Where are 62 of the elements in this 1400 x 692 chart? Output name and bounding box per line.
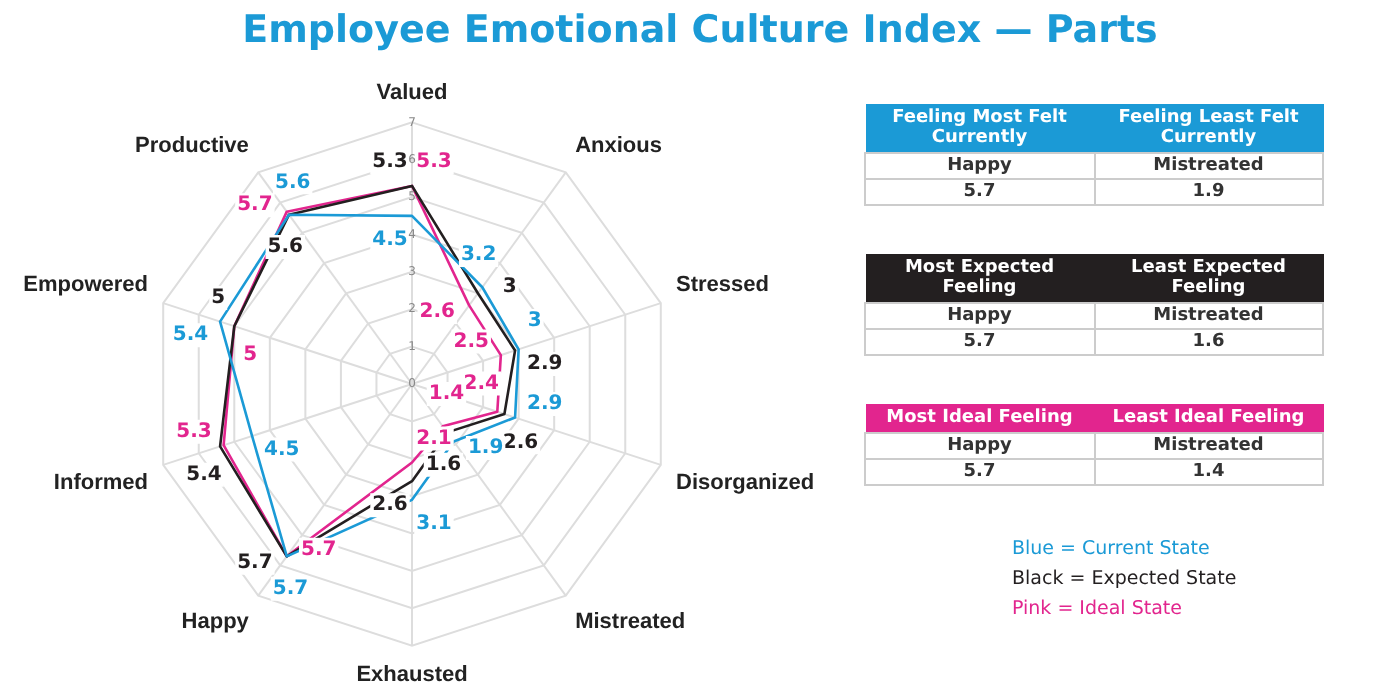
- text: Feeling Most Felt Currently: [865, 104, 1094, 153]
- data-label: 5.7: [300, 539, 337, 562]
- text: 1.9: [1094, 179, 1323, 205]
- data-label: 3.2: [460, 244, 497, 267]
- chart-title: Employee Emotional Culture Index — Parts: [240, 8, 1160, 52]
- text: Happy: [865, 153, 1094, 179]
- spoke-label: Informed: [53, 471, 148, 496]
- spoke-label: Happy: [181, 609, 251, 634]
- spoke-label: Exhausted: [356, 662, 468, 687]
- spoke-label: Valued: [376, 81, 448, 106]
- text: Most Ideal Feeling: [865, 404, 1094, 433]
- text: Black = Expected State: [1012, 566, 1239, 594]
- spoke-label: Disorganized: [676, 471, 815, 496]
- text: Mistreated: [1094, 433, 1323, 459]
- data-label: 2.1: [416, 427, 452, 450]
- data-label: 3.1: [416, 513, 452, 536]
- text: Least Expected Feeling: [1094, 254, 1323, 303]
- data-label: 4.5: [372, 229, 408, 252]
- data-label: 5.3: [416, 151, 452, 174]
- text: Least Ideal Feeling: [1094, 404, 1323, 433]
- data-label: 2.4: [463, 372, 500, 395]
- data-label: 5.6: [267, 236, 304, 259]
- text: Most Expected Feeling: [865, 254, 1094, 303]
- text: Mistreated: [1094, 303, 1323, 329]
- data-label: 2.6: [419, 301, 455, 324]
- data-label: 5.3: [372, 151, 408, 174]
- data-label: 5: [211, 287, 226, 310]
- data-label: 3: [527, 310, 542, 333]
- data-label: 1.9: [467, 437, 504, 460]
- data-label: 2.5: [453, 330, 490, 353]
- spoke-label: Stressed: [676, 273, 769, 298]
- data-label: 5.7: [272, 577, 309, 600]
- data-label: 4.5: [263, 438, 300, 461]
- spoke-label: Empowered: [23, 273, 148, 298]
- data-label: 1.6: [425, 453, 462, 476]
- text: Pink = Ideal State: [1012, 596, 1184, 624]
- data-label: 5.7: [237, 552, 273, 575]
- data-label: 5.6: [274, 171, 311, 194]
- text: Feeling Least Felt Currently: [1094, 104, 1323, 153]
- data-label: 2.6: [502, 431, 539, 454]
- spoke-label: Productive: [135, 134, 249, 159]
- data-label: 5.4: [172, 324, 209, 347]
- data-label: 2.9: [526, 393, 563, 416]
- data-label: 2.6: [372, 494, 408, 517]
- spoke-label: Mistreated: [575, 609, 686, 634]
- text: 5.7: [865, 459, 1094, 485]
- text: 5.7: [865, 329, 1094, 355]
- data-label: 1.4: [428, 383, 465, 406]
- text: Happy: [865, 433, 1094, 459]
- text: 1.6: [1094, 329, 1323, 355]
- data-label: 2.9: [526, 353, 563, 376]
- data-label: 3: [502, 276, 517, 298]
- text: Mistreated: [1094, 153, 1323, 179]
- data-label: 5.7: [237, 194, 273, 217]
- spoke-label: Anxious: [575, 134, 662, 159]
- text: 1.4: [1094, 459, 1323, 485]
- text: Blue = Current State: [1012, 536, 1212, 564]
- text: Happy: [865, 303, 1094, 329]
- data-label: 5.3: [176, 420, 212, 443]
- text: 5.7: [865, 179, 1094, 205]
- data-label: 5: [243, 343, 258, 366]
- data-label: 5.4: [186, 463, 222, 486]
